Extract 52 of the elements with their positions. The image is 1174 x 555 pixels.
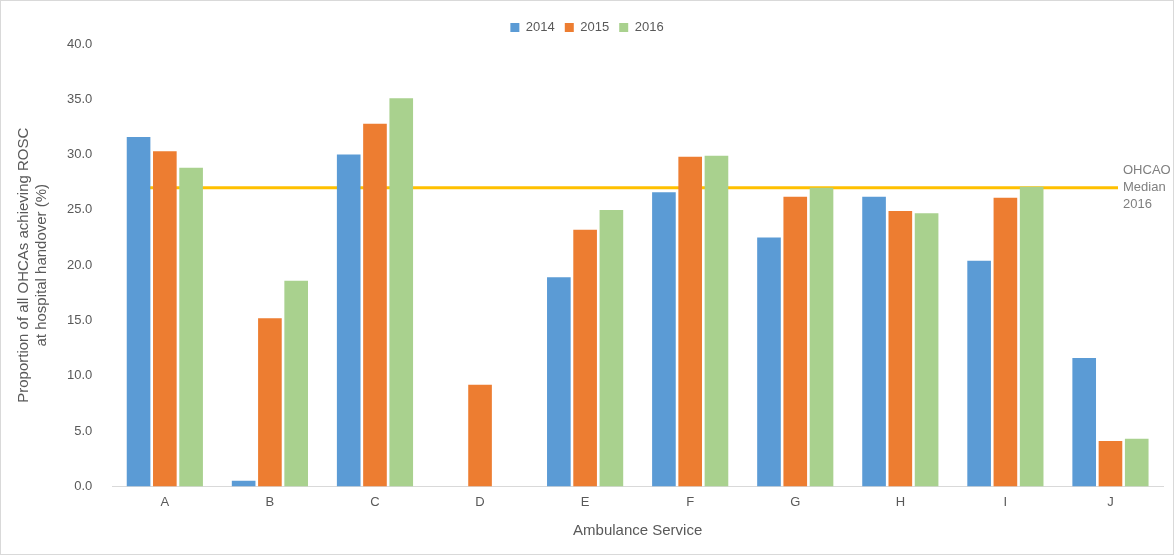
bar <box>363 123 387 487</box>
y-tick-label: 0.0 <box>74 477 93 493</box>
x-tick-label: H <box>895 493 906 509</box>
bar <box>284 280 308 487</box>
bar <box>783 196 808 487</box>
x-tick-label: E <box>580 493 590 509</box>
bar <box>573 229 597 487</box>
x-axis-title: Ambulance Service <box>573 521 703 539</box>
bar <box>468 384 492 487</box>
bar <box>967 260 991 487</box>
x-tick-label: F <box>686 493 695 509</box>
x-tick-label: D <box>475 493 485 509</box>
bar <box>1072 358 1097 487</box>
y-axis-title: Proportion of all OHCAs achieving ROSC at hospital handover (%) <box>14 127 50 403</box>
bar <box>179 167 203 487</box>
bar <box>993 197 1018 487</box>
bar <box>599 209 624 487</box>
legend-label: 2014 <box>525 19 555 35</box>
bar <box>862 196 886 487</box>
bar <box>1098 441 1123 487</box>
x-tick-label: I <box>1003 493 1008 509</box>
bar <box>809 187 834 487</box>
y-tick-label: 25.0 <box>66 201 93 217</box>
x-tick-label: B <box>265 493 275 509</box>
bar <box>1019 186 1044 487</box>
bar <box>547 277 571 487</box>
y-tick-label: 15.0 <box>66 312 93 328</box>
bar <box>389 98 414 487</box>
bar <box>126 136 151 487</box>
ref-line-label: OHCAO Median 2016 <box>1123 162 1171 212</box>
bar <box>914 213 939 487</box>
bar <box>336 154 361 487</box>
y-tick-label: 10.0 <box>66 367 93 383</box>
legend-label: 2015 <box>580 19 610 35</box>
y-tick-label: 20.0 <box>66 256 93 272</box>
x-tick-label: A <box>160 493 170 509</box>
x-tick-label: J <box>1107 493 1114 509</box>
y-tick-label: 5.0 <box>74 422 93 438</box>
bar <box>888 211 913 487</box>
y-tick-label: 40.0 <box>66 35 93 51</box>
bar <box>704 155 729 487</box>
y-tick-label: 35.0 <box>66 90 93 106</box>
bar <box>757 237 781 487</box>
bar <box>258 318 282 487</box>
legend-label: 2016 <box>634 19 664 35</box>
y-tick-label: 30.0 <box>66 146 93 162</box>
bar <box>652 192 676 487</box>
x-tick-label: G <box>790 493 801 509</box>
bar <box>153 151 177 487</box>
bar <box>678 156 703 487</box>
bar <box>1124 438 1149 487</box>
x-tick-label: C <box>370 493 380 509</box>
